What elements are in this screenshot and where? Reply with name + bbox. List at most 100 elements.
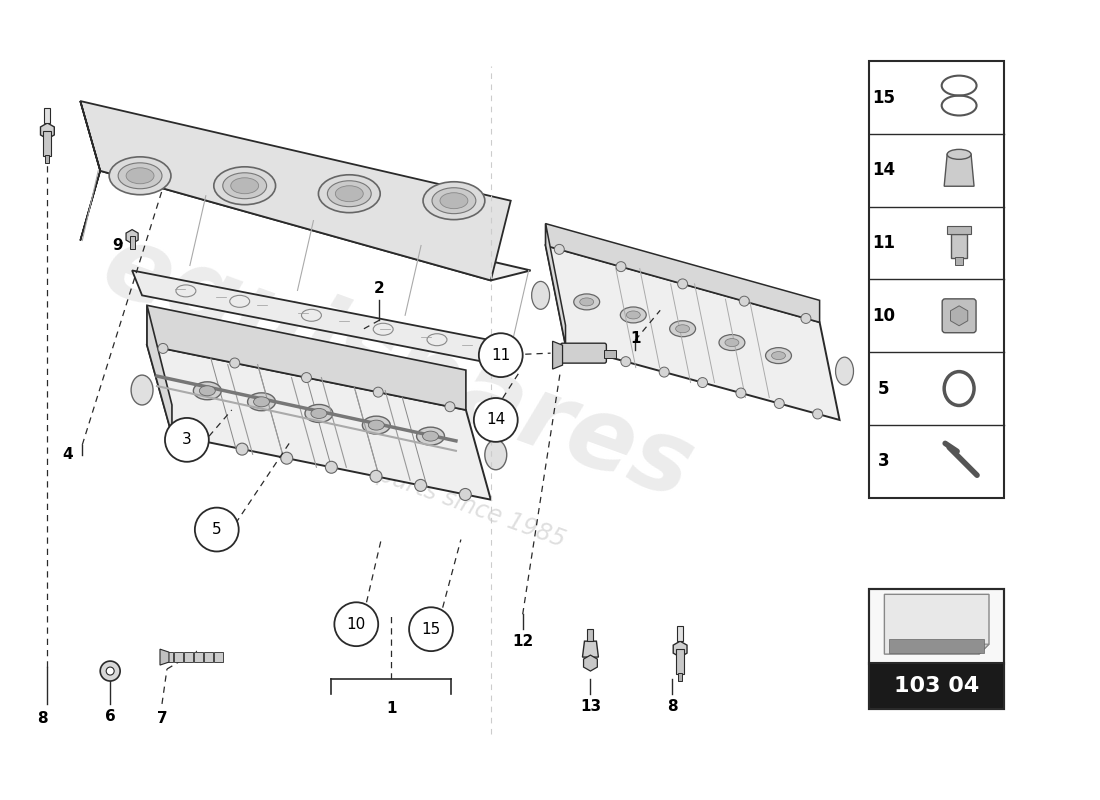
Circle shape <box>191 434 204 446</box>
Bar <box>184 652 192 662</box>
Circle shape <box>813 409 823 419</box>
Circle shape <box>165 418 209 462</box>
Text: 1: 1 <box>386 702 396 717</box>
Circle shape <box>616 262 626 272</box>
Ellipse shape <box>199 386 216 396</box>
Ellipse shape <box>362 416 390 434</box>
Ellipse shape <box>675 325 690 333</box>
Bar <box>890 639 984 653</box>
Ellipse shape <box>109 157 170 194</box>
Text: 14: 14 <box>872 162 895 179</box>
Polygon shape <box>80 101 510 281</box>
Ellipse shape <box>131 375 153 405</box>
Bar <box>869 590 1004 709</box>
Text: 3: 3 <box>182 432 191 447</box>
Text: a passion for parts since 1985: a passion for parts since 1985 <box>226 407 569 552</box>
Polygon shape <box>147 306 466 410</box>
Circle shape <box>697 378 707 387</box>
Bar <box>678 626 683 641</box>
FancyBboxPatch shape <box>561 343 606 363</box>
Bar <box>587 630 593 641</box>
Circle shape <box>739 296 749 306</box>
Ellipse shape <box>417 427 444 445</box>
Circle shape <box>478 334 522 377</box>
Polygon shape <box>147 306 172 435</box>
Circle shape <box>326 462 338 474</box>
Bar <box>676 649 684 674</box>
Ellipse shape <box>336 186 363 202</box>
Bar <box>44 108 51 123</box>
Bar <box>955 257 964 265</box>
Circle shape <box>301 373 311 382</box>
Ellipse shape <box>231 178 258 194</box>
Circle shape <box>620 357 630 366</box>
Polygon shape <box>552 342 562 369</box>
Ellipse shape <box>626 311 640 319</box>
Circle shape <box>659 367 669 377</box>
Circle shape <box>409 607 453 651</box>
Circle shape <box>370 470 382 482</box>
Ellipse shape <box>213 167 276 205</box>
Bar <box>164 652 173 662</box>
Bar <box>45 155 50 163</box>
Polygon shape <box>546 224 820 322</box>
Text: 9: 9 <box>112 238 122 253</box>
Bar <box>869 61 1004 498</box>
Text: 11: 11 <box>491 348 510 362</box>
Bar <box>678 673 682 681</box>
Text: 4: 4 <box>62 447 73 462</box>
Bar <box>869 590 1004 664</box>
Text: 15: 15 <box>872 89 895 106</box>
Bar <box>174 652 183 662</box>
Circle shape <box>415 479 427 491</box>
Text: 5: 5 <box>212 522 221 537</box>
Ellipse shape <box>432 188 476 214</box>
Ellipse shape <box>531 282 550 310</box>
Ellipse shape <box>305 405 333 422</box>
Ellipse shape <box>771 352 785 359</box>
Bar <box>213 652 223 662</box>
Polygon shape <box>147 345 491 500</box>
Circle shape <box>678 279 688 289</box>
FancyBboxPatch shape <box>943 299 976 333</box>
Text: 15: 15 <box>421 622 441 637</box>
Text: equispares: equispares <box>89 217 705 520</box>
Ellipse shape <box>311 409 327 418</box>
Ellipse shape <box>836 357 854 385</box>
Ellipse shape <box>766 348 792 363</box>
Polygon shape <box>546 246 839 420</box>
Ellipse shape <box>725 338 739 346</box>
Text: 6: 6 <box>104 710 116 724</box>
Text: 8: 8 <box>667 699 678 714</box>
Ellipse shape <box>485 440 507 470</box>
Circle shape <box>195 508 239 551</box>
Circle shape <box>107 667 114 675</box>
Ellipse shape <box>118 163 162 189</box>
Polygon shape <box>546 224 565 345</box>
Polygon shape <box>884 594 989 654</box>
Bar <box>43 131 52 156</box>
Ellipse shape <box>422 431 439 441</box>
Ellipse shape <box>223 173 266 198</box>
Text: 12: 12 <box>513 634 534 649</box>
Circle shape <box>230 358 240 368</box>
Ellipse shape <box>947 150 971 159</box>
Ellipse shape <box>126 168 154 184</box>
Polygon shape <box>132 270 500 365</box>
Circle shape <box>801 314 811 323</box>
Ellipse shape <box>424 182 485 220</box>
Polygon shape <box>979 644 989 654</box>
Circle shape <box>583 346 593 356</box>
Text: 3: 3 <box>878 452 889 470</box>
Ellipse shape <box>719 334 745 350</box>
Ellipse shape <box>620 307 646 323</box>
Polygon shape <box>160 649 169 665</box>
Bar <box>947 226 971 234</box>
Ellipse shape <box>574 294 600 310</box>
Circle shape <box>736 388 746 398</box>
Ellipse shape <box>194 382 221 400</box>
Ellipse shape <box>248 393 275 410</box>
Circle shape <box>446 402 455 412</box>
Circle shape <box>460 489 471 501</box>
Text: 103 04: 103 04 <box>894 676 979 696</box>
